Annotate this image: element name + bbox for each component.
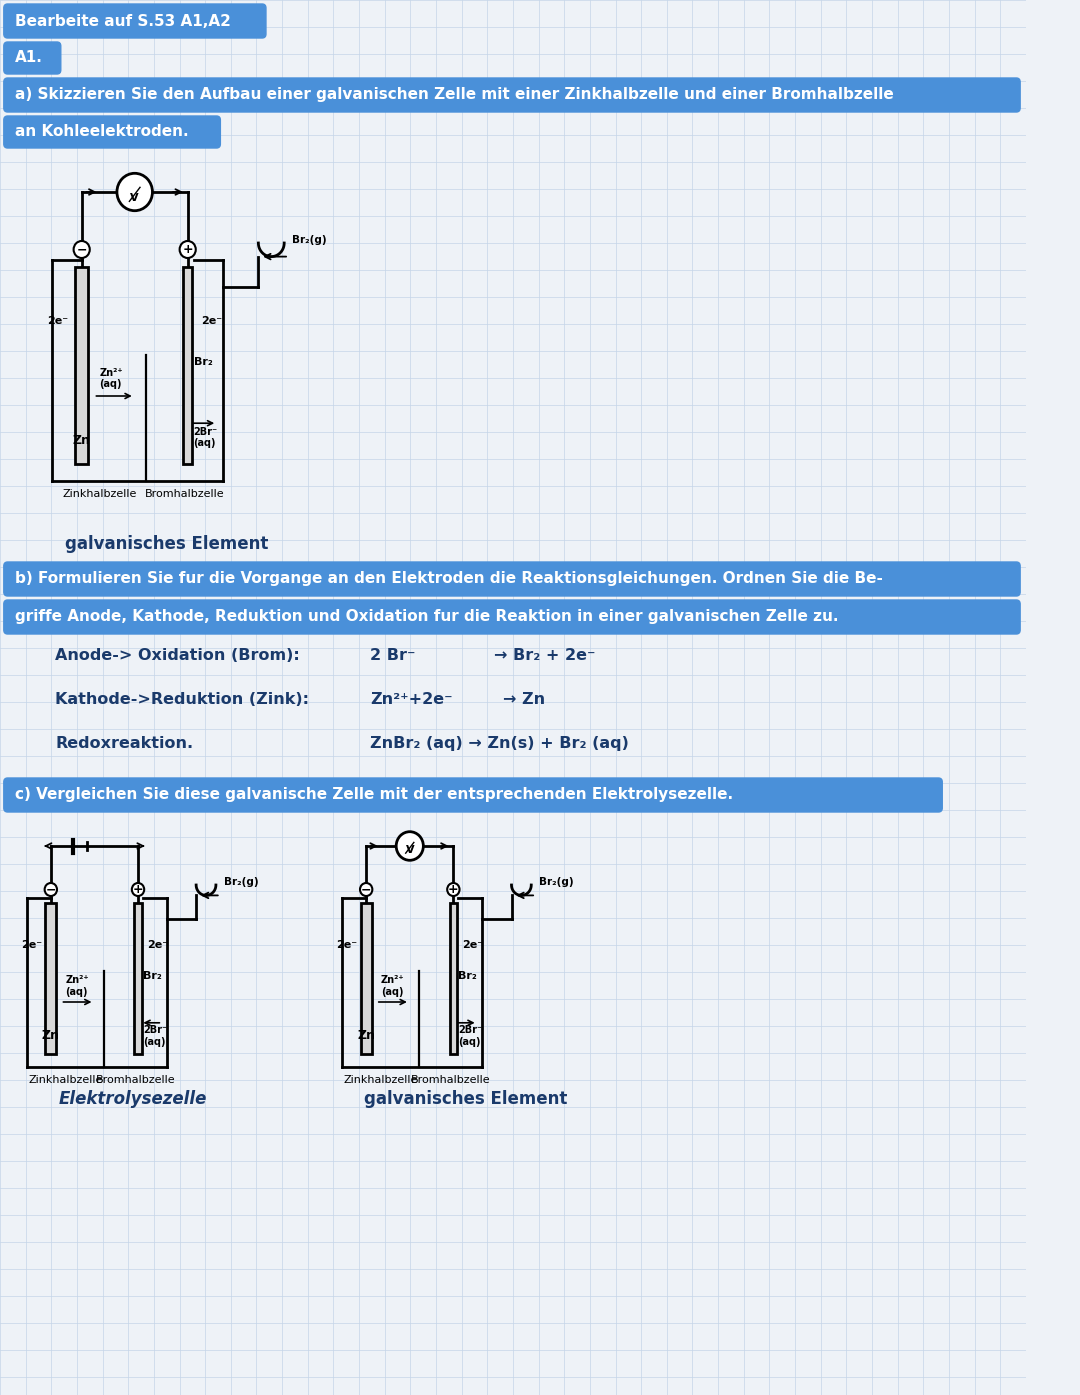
Text: 2e⁻: 2e⁻: [48, 317, 69, 326]
FancyBboxPatch shape: [4, 42, 60, 74]
Text: b) Formulieren Sie fur die Vorgange an den Elektroden die Reaktionsgleichungen. : b) Formulieren Sie fur die Vorgange an d…: [15, 572, 883, 586]
Text: 2Br⁻
(aq): 2Br⁻ (aq): [458, 1025, 483, 1048]
Text: 2e⁻: 2e⁻: [147, 940, 168, 950]
Text: Zn²⁺
(aq): Zn²⁺ (aq): [66, 975, 89, 997]
Text: Br₂(g): Br₂(g): [539, 877, 573, 887]
Text: Br₂: Br₂: [193, 357, 213, 367]
Text: galvanisches Element: galvanisches Element: [65, 536, 268, 552]
Text: −: −: [77, 243, 86, 257]
Text: Zn²⁺+2e⁻: Zn²⁺+2e⁻: [370, 692, 454, 707]
Text: V: V: [131, 193, 139, 202]
Circle shape: [360, 883, 373, 896]
Text: 2e⁻: 2e⁻: [336, 940, 357, 950]
Circle shape: [117, 173, 152, 211]
Circle shape: [73, 241, 90, 258]
Bar: [361, 903, 372, 1055]
Text: Zinkhalbzelle: Zinkhalbzelle: [63, 490, 136, 499]
Bar: [134, 903, 141, 1055]
Text: Redoxreaktion.: Redoxreaktion.: [55, 737, 193, 751]
Text: Br₂: Br₂: [143, 971, 162, 981]
Text: Bearbeite auf S.53 A1,A2: Bearbeite auf S.53 A1,A2: [15, 14, 231, 28]
Text: griffe Anode, Kathode, Reduktion und Oxidation fur die Reaktion in einer galvani: griffe Anode, Kathode, Reduktion und Oxi…: [15, 610, 839, 625]
Text: V: V: [405, 845, 414, 855]
Text: +: +: [183, 243, 193, 257]
Text: Elektrolysezelle: Elektrolysezelle: [58, 1089, 207, 1108]
Text: 2Br⁻
(aq): 2Br⁻ (aq): [143, 1025, 167, 1048]
Text: −: −: [45, 883, 56, 896]
FancyBboxPatch shape: [4, 600, 1021, 633]
Text: Zn: Zn: [357, 1030, 375, 1042]
Text: 2e⁻: 2e⁻: [462, 940, 484, 950]
Text: Br₂(g): Br₂(g): [224, 877, 258, 887]
FancyBboxPatch shape: [4, 116, 220, 148]
Bar: [45, 903, 56, 1055]
Text: Zn: Zn: [42, 1030, 59, 1042]
Circle shape: [179, 241, 195, 258]
FancyBboxPatch shape: [4, 4, 266, 38]
Text: Zn²⁺
(aq): Zn²⁺ (aq): [99, 368, 123, 389]
Text: Zinkhalbzelle: Zinkhalbzelle: [28, 1076, 103, 1085]
Text: Zn: Zn: [72, 434, 91, 446]
Text: 2 Br⁻: 2 Br⁻: [370, 649, 416, 663]
Text: 2e⁻: 2e⁻: [21, 940, 42, 950]
FancyBboxPatch shape: [4, 778, 942, 812]
Text: c) Vergleichen Sie diese galvanische Zelle mit der entsprechenden Elektrolysezel: c) Vergleichen Sie diese galvanische Zel…: [15, 788, 733, 802]
Circle shape: [447, 883, 460, 896]
Text: Br₂: Br₂: [458, 971, 477, 981]
Text: an Kohleelektroden.: an Kohleelektroden.: [15, 124, 189, 140]
Text: Bromhalbzelle: Bromhalbzelle: [411, 1076, 490, 1085]
Text: Zn²⁺
(aq): Zn²⁺ (aq): [381, 975, 404, 997]
Text: → Br₂ + 2e⁻: → Br₂ + 2e⁻: [494, 649, 595, 663]
Text: a) Skizzieren Sie den Aufbau einer galvanischen Zelle mit einer Zinkhalbzelle un: a) Skizzieren Sie den Aufbau einer galva…: [15, 88, 894, 102]
Circle shape: [44, 883, 57, 896]
Text: Bromhalbzelle: Bromhalbzelle: [96, 1076, 175, 1085]
Text: +: +: [448, 883, 459, 896]
FancyBboxPatch shape: [4, 562, 1021, 596]
Text: A1.: A1.: [15, 50, 43, 66]
Text: galvanisches Element: galvanisches Element: [364, 1089, 567, 1108]
Text: Kathode->Reduktion (Zink):: Kathode->Reduktion (Zink):: [55, 692, 309, 707]
Text: Anode-> Oxidation (Brom):: Anode-> Oxidation (Brom):: [55, 649, 300, 663]
Text: 2e⁻: 2e⁻: [201, 317, 221, 326]
Bar: [76, 266, 89, 465]
Text: Zinkhalbzelle: Zinkhalbzelle: [343, 1076, 418, 1085]
Text: Br₂(g): Br₂(g): [292, 234, 326, 246]
Text: −: −: [361, 883, 372, 896]
Circle shape: [132, 883, 145, 896]
Bar: [449, 903, 457, 1055]
FancyBboxPatch shape: [4, 78, 1021, 112]
Circle shape: [396, 831, 423, 861]
Bar: [183, 266, 192, 465]
Text: → Zn: → Zn: [503, 692, 545, 707]
Text: Bromhalbzelle: Bromhalbzelle: [145, 490, 225, 499]
Text: +: +: [133, 883, 144, 896]
Text: 2Br⁻
(aq): 2Br⁻ (aq): [193, 427, 218, 448]
Text: ZnBr₂ (aq) → Zn(s) + Br₂ (aq): ZnBr₂ (aq) → Zn(s) + Br₂ (aq): [370, 737, 630, 751]
